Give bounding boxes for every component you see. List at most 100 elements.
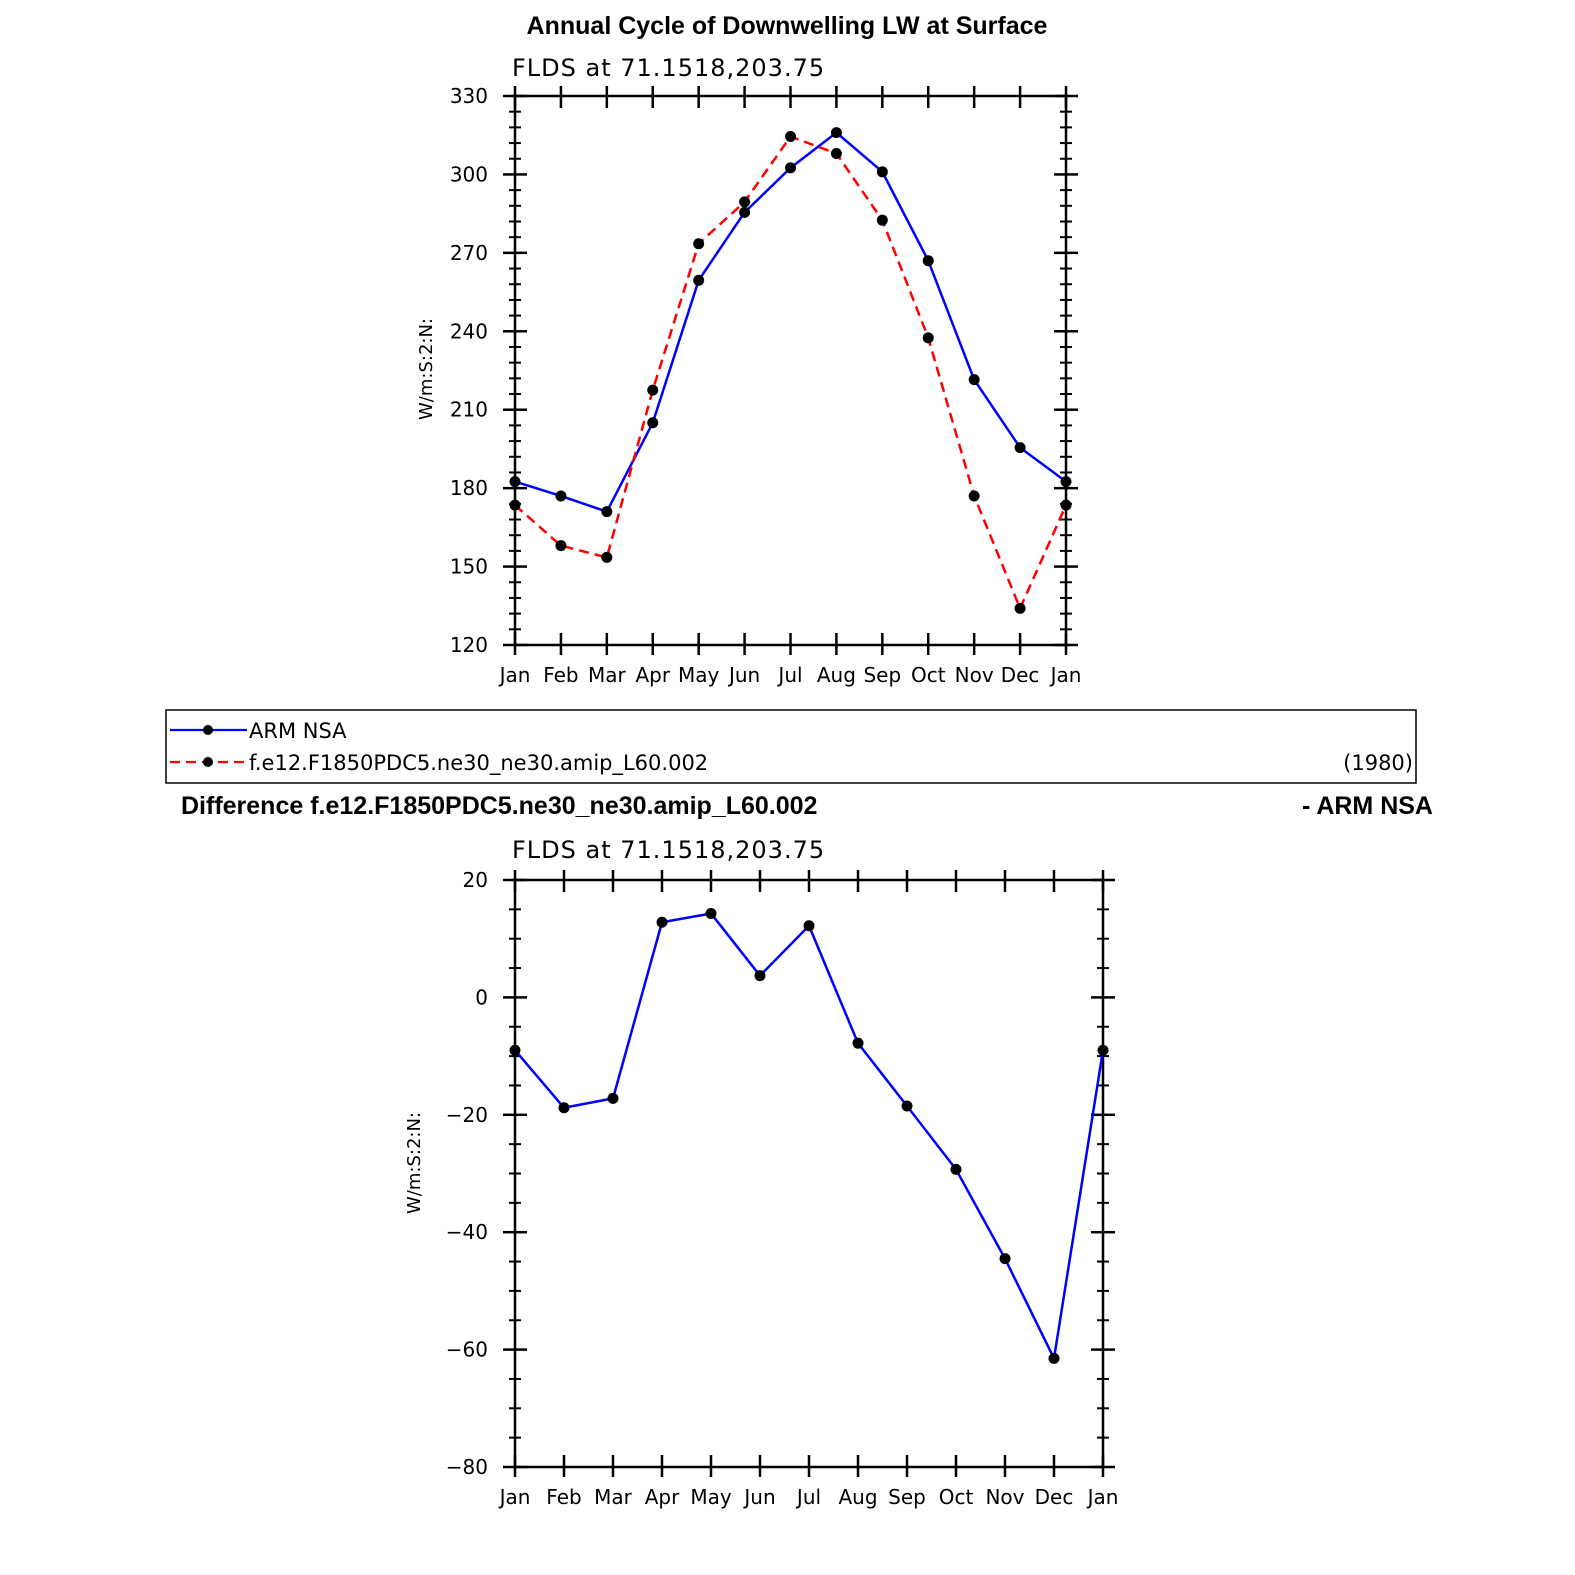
difference-title-suffix: - ARM NSA	[1302, 792, 1433, 820]
chart-annual-cycle-x-tick-label: May	[678, 663, 720, 687]
chart-annual-cycle-x-tick-label: Sep	[863, 663, 901, 687]
chart-annual-cycle: FLDS at 71.1518,203.75 W/m:S:2:N: Jan Feb…	[416, 54, 1081, 687]
chart-annual-cycle-y-tick-label: 300	[450, 162, 488, 186]
chart-annual-cycle-series-1-point	[922, 332, 934, 344]
chart-annual-cycle-series-0-point	[739, 206, 751, 218]
chart-annual-cycle-series-0-point	[555, 490, 567, 502]
chart-annual-cycle-series-1-point	[739, 196, 751, 208]
chart-difference-x-tick-label: Apr	[645, 1485, 680, 1509]
chart-annual-cycle-series-1-point	[693, 238, 705, 250]
chart-annual-cycle-y-tick-label: 270	[450, 241, 488, 265]
chart-annual-cycle-series-0-line	[514, 131, 1067, 513]
chart-annual-cycle-plot-frame	[513, 94, 1068, 647]
chart-difference-series-0-line	[514, 912, 1105, 1360]
chart-difference-series-0-point	[999, 1253, 1011, 1265]
chart-annual-cycle-series-0-point	[876, 166, 888, 178]
chart-difference-series-0-point	[754, 970, 766, 982]
chart-difference-series-0-point	[1048, 1352, 1060, 1364]
chart-annual-cycle-x-tick-label: Nov	[955, 663, 994, 687]
chart-annual-cycle-x-tick-label: Jan	[1049, 663, 1082, 687]
chart-annual-cycle-x-tick-label: Oct	[911, 663, 946, 687]
chart-difference-x-tick-label: Oct	[939, 1485, 974, 1509]
chart-difference-x-tick-label: Sep	[888, 1485, 926, 1509]
legend-entry-model: f.e12.F1850PDC5.ne30_ne30.amip_L60.002	[170, 751, 708, 776]
chart-difference-y-tick-label: −40	[446, 1220, 488, 1244]
legend-entry-obs: ARM NSA	[170, 719, 347, 743]
chart-annual-cycle-series-1-point	[601, 551, 613, 563]
chart-annual-cycle-series-1-point	[968, 490, 980, 502]
chart-annual-cycle-series-0-point	[785, 162, 796, 174]
chart-annual-cycle-y-tick-label: 150	[450, 555, 488, 579]
chart-difference-series-0-point	[558, 1102, 570, 1114]
chart-annual-cycle-series-1-point	[1014, 602, 1026, 614]
chart-annual-cycle-y-tick-label: 330	[450, 84, 488, 108]
chart-annual-cycle-x-tick-label: Apr	[635, 663, 670, 687]
chart-difference-series-0-point	[950, 1163, 962, 1175]
legend-marker-obs	[203, 725, 213, 735]
chart-difference-x-tick-label: Jun	[742, 1485, 775, 1509]
chart-annual-cycle-series-0-point	[647, 417, 659, 429]
chart-difference-x-tick-label: Feb	[546, 1485, 581, 1509]
chart-annual-cycle-series-0-point	[693, 274, 705, 286]
chart-difference-x-tick-label: Jul	[795, 1485, 821, 1509]
chart-difference-series-0-point	[901, 1100, 913, 1112]
legend-year: (1980)	[1343, 751, 1413, 775]
chart-difference-y-tick-label: −80	[446, 1455, 488, 1479]
chart-annual-cycle-series-1-line	[514, 135, 1068, 610]
chart-annual-cycle-series-1-point	[647, 384, 659, 396]
chart-difference-series-0-point	[656, 916, 668, 928]
chart-difference-series-0-point	[1097, 1044, 1109, 1056]
chart-annual-cycle-y-tick-label: 180	[450, 476, 488, 500]
chart-difference-series-0-point	[803, 920, 815, 932]
chart-difference-x-tick-label: Mar	[594, 1485, 633, 1509]
chart-difference: FLDS at 71.1518,203.75 W/m:S:2:N: Jan Feb…	[404, 836, 1118, 1509]
chart-difference-y-tick-label: −20	[446, 1103, 488, 1127]
chart-difference-y-tick-label: 20	[463, 868, 488, 892]
chart-difference-y-tick-label: −60	[446, 1338, 488, 1362]
chart-difference-x-tick-label: Nov	[985, 1485, 1024, 1509]
chart-annual-cycle-ylabel: W/m:S:2:N:	[416, 318, 437, 420]
chart-difference-x-tick-label: Dec	[1035, 1485, 1074, 1509]
legend-marker-model	[203, 757, 213, 767]
chart-difference-x-tick-label: May	[690, 1485, 732, 1509]
chart-difference-x-tick-label: Jan	[1086, 1485, 1119, 1509]
chart-annual-cycle-series-0-point	[1014, 442, 1026, 454]
chart-annual-cycle-x-tick-label: Jul	[776, 663, 802, 687]
chart-difference-series-0-point	[852, 1037, 864, 1049]
chart-difference-x-tick-label: Aug	[838, 1485, 877, 1509]
chart-annual-cycle-series-1-point	[876, 214, 888, 226]
chart-difference-series-0-point	[509, 1044, 521, 1056]
chart-difference-ylabel: W/m:S:2:N:	[404, 1112, 425, 1214]
legend-label-obs: ARM NSA	[249, 719, 347, 743]
chart-annual-cycle-series-0-point	[968, 374, 980, 386]
difference-title: Difference f.e12.F1850PDC5.ne30_ne30.ami…	[181, 792, 817, 820]
figure-title: Annual Cycle of Downwelling LW at Surfac…	[527, 12, 1048, 40]
chart-annual-cycle-y-tick-label: 210	[450, 398, 488, 422]
legend-label-model: f.e12.F1850PDC5.ne30_ne30.amip_L60.002	[249, 751, 708, 776]
chart-annual-cycle-series-1-point	[509, 499, 521, 511]
legend: ARM NSA f.e12.F1850PDC5.ne30_ne30.amip_L…	[165, 709, 1417, 784]
chart-annual-cycle-series-0-point	[601, 506, 613, 518]
chart-difference-x-tick-label: Jan	[498, 1485, 531, 1509]
chart-annual-cycle-series-0-point	[1060, 476, 1072, 488]
chart-difference-plot-frame	[513, 878, 1105, 1469]
chart-annual-cycle-x-tick-label: Aug	[817, 663, 856, 687]
chart-annual-cycle-y-tick-label: 240	[450, 319, 488, 343]
chart-annual-cycle-y-tick-label: 120	[450, 633, 488, 657]
chart-annual-cycle-x-tick-label: Feb	[543, 663, 578, 687]
chart-annual-cycle-series-1-point	[1060, 499, 1072, 511]
chart-annual-cycle-series-1-point	[785, 131, 796, 143]
chart-annual-cycle-series-0-point	[830, 127, 842, 139]
legend-box	[165, 709, 1417, 784]
chart-difference-series-0-point	[607, 1092, 619, 1104]
chart-difference-subtitle: FLDS at 71.1518,203.75	[512, 836, 825, 864]
chart-annual-cycle-subtitle: FLDS at 71.1518,203.75	[512, 54, 825, 82]
chart-annual-cycle-x-tick-label: Mar	[588, 663, 627, 687]
chart-annual-cycle-series-0-point	[509, 476, 521, 488]
chart-annual-cycle-x-tick-label: Dec	[1001, 663, 1040, 687]
chart-annual-cycle-series-0-point	[922, 255, 934, 267]
chart-annual-cycle-x-tick-label: Jun	[727, 663, 760, 687]
chart-annual-cycle-x-tick-label: Jan	[498, 663, 531, 687]
chart-difference-series-0-point	[705, 907, 717, 919]
